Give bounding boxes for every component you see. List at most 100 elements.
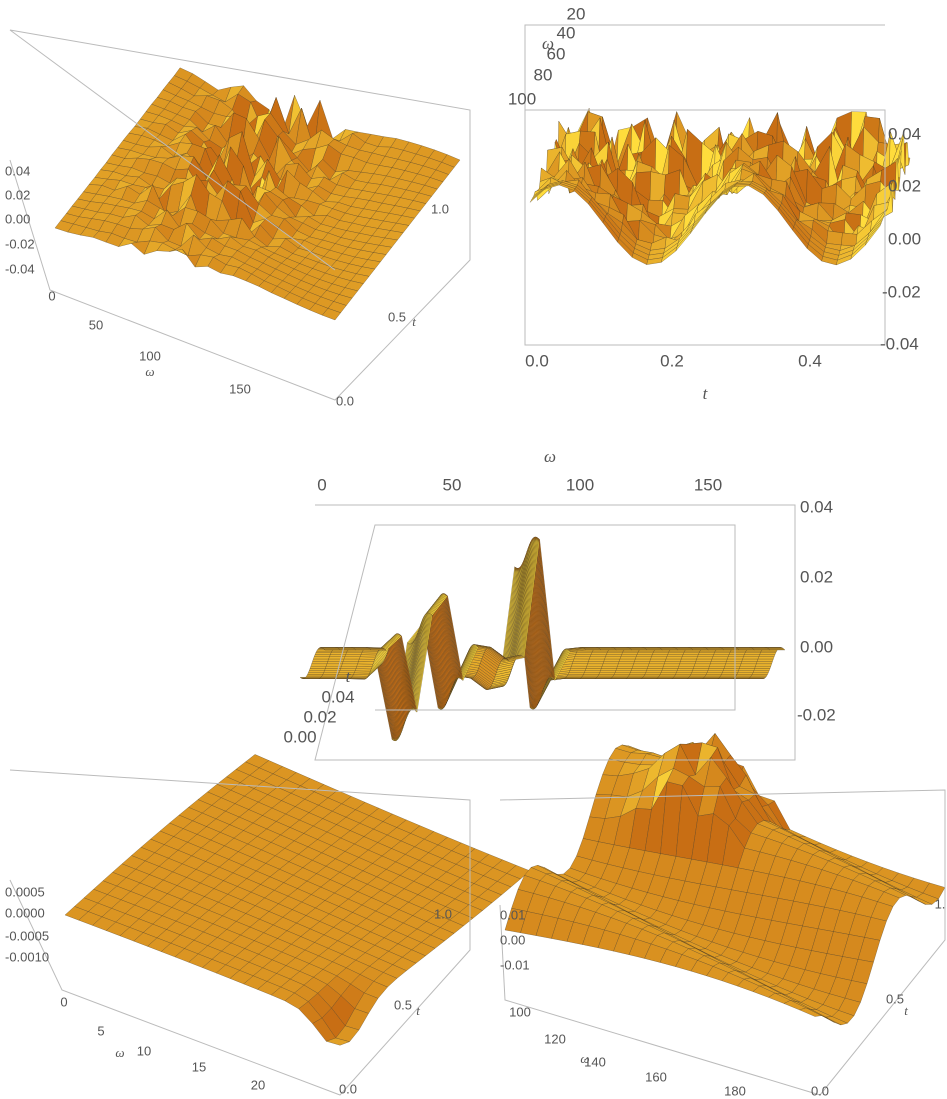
surface-patch <box>681 657 697 659</box>
surface-patch <box>710 661 726 663</box>
surface-patch <box>677 669 693 671</box>
surface-patch <box>714 653 730 655</box>
surface-patch <box>737 673 753 675</box>
omega-tick-label: 100 <box>566 475 594 494</box>
surface-patch <box>619 659 635 661</box>
z-tick-label: 0.00 <box>500 932 525 947</box>
surface-patch <box>827 231 843 245</box>
omega-tick-label: 5 <box>97 1023 104 1038</box>
surface-patch <box>603 661 619 663</box>
surface-patch <box>725 664 741 666</box>
surface-patch <box>742 659 758 661</box>
surface-patch <box>602 664 618 666</box>
surface-patch <box>600 649 616 650</box>
surface-patch <box>309 669 325 671</box>
surface-patch <box>589 659 605 661</box>
z-tick-label: 0.0000 <box>5 905 45 920</box>
surface-patch <box>646 671 662 673</box>
surface-patch <box>584 671 600 673</box>
surface-patch <box>676 671 692 673</box>
surface-patch <box>706 673 722 675</box>
z-tick-label: -0.01 <box>500 957 530 972</box>
surface-patch <box>313 657 329 659</box>
surface-patch <box>620 657 636 659</box>
surface-patch <box>645 673 661 675</box>
surface-patch <box>723 649 739 650</box>
surface-patch <box>678 666 694 668</box>
omega-tick-label: 40 <box>557 23 576 42</box>
surface-patch <box>587 664 603 666</box>
omega-axis-label: ω <box>580 1051 589 1066</box>
surface-patch <box>660 673 676 675</box>
z-tick-label: -0.02 <box>5 236 35 251</box>
z-tick-label: -0.0005 <box>5 928 49 943</box>
surface-patch <box>652 653 668 655</box>
surface-patch <box>756 664 772 666</box>
z-tick-label: -0.02 <box>882 282 921 301</box>
omega-tick-label: 0 <box>48 288 55 303</box>
surface-patch <box>652 655 668 657</box>
surface-patch <box>617 666 633 668</box>
omega-tick-label: 100 <box>508 89 536 108</box>
surface-patch <box>345 655 361 657</box>
z-tick-label: 0.02 <box>5 187 30 202</box>
surface-patch <box>760 653 776 655</box>
t-tick-label: 0.5 <box>394 997 412 1012</box>
surface-patch <box>340 649 356 650</box>
surface-patch <box>630 673 646 675</box>
z-tick-label: 0.04 <box>5 163 30 178</box>
surface-patch <box>676 673 692 675</box>
surface-patch <box>668 653 684 655</box>
surface-patch <box>632 666 648 668</box>
surface-patch <box>344 657 360 659</box>
surface-patch <box>692 649 708 650</box>
z-tick-label: 0.04 <box>800 497 833 516</box>
t-tick-label: 0.04 <box>321 687 354 706</box>
surface-patch <box>712 657 728 659</box>
surface-patch <box>679 664 695 666</box>
omega-tick-label: 50 <box>89 317 103 332</box>
surface-patch <box>740 664 756 666</box>
surface-patch <box>754 669 770 671</box>
surface-patch <box>744 653 760 655</box>
surface-patch <box>591 653 607 655</box>
surface-patch <box>604 659 620 661</box>
omega-tick-label: 100 <box>139 348 161 363</box>
omega-tick-label: 50 <box>443 475 462 494</box>
omega-tick-label: 0 <box>60 994 67 1009</box>
t-tick-label: 0.5 <box>388 309 406 324</box>
surface-patch <box>754 649 770 650</box>
z-tick-label: -0.02 <box>797 705 836 724</box>
surface-patch <box>590 655 606 657</box>
z-tick-label: 0.00 <box>800 637 833 656</box>
omega-axis-label: ω <box>145 364 154 379</box>
surface-patch <box>313 659 329 661</box>
surface-patch <box>572 661 588 664</box>
surface-patch <box>585 669 601 671</box>
surface-patch <box>710 664 726 666</box>
surface-patch <box>312 661 328 663</box>
surface-patch <box>691 673 707 675</box>
surface-patch <box>697 657 713 659</box>
t-tick-label: 0.0 <box>811 1083 829 1098</box>
surface-patch <box>311 664 327 666</box>
t-tick-label: 0.5 <box>886 991 904 1006</box>
surface-patch <box>709 666 725 668</box>
surface-patch <box>724 666 740 668</box>
surface <box>65 754 530 1045</box>
surface-patch <box>310 666 326 668</box>
surface-patch <box>728 655 744 657</box>
surface-patch <box>327 661 343 663</box>
surface-patch <box>370 649 386 650</box>
surface-patch <box>753 671 769 673</box>
surface-patch <box>708 649 724 650</box>
surface-patch <box>741 661 757 663</box>
surface-patch <box>584 673 600 675</box>
t-axis-label: t <box>904 1003 908 1018</box>
surface-patch <box>743 657 759 659</box>
surface-patch <box>330 655 346 657</box>
surface-patch <box>739 666 755 668</box>
z-tick-label: 0.02 <box>888 176 921 195</box>
omega-axis-label: ω <box>115 1045 124 1060</box>
surface-patch <box>694 664 710 666</box>
